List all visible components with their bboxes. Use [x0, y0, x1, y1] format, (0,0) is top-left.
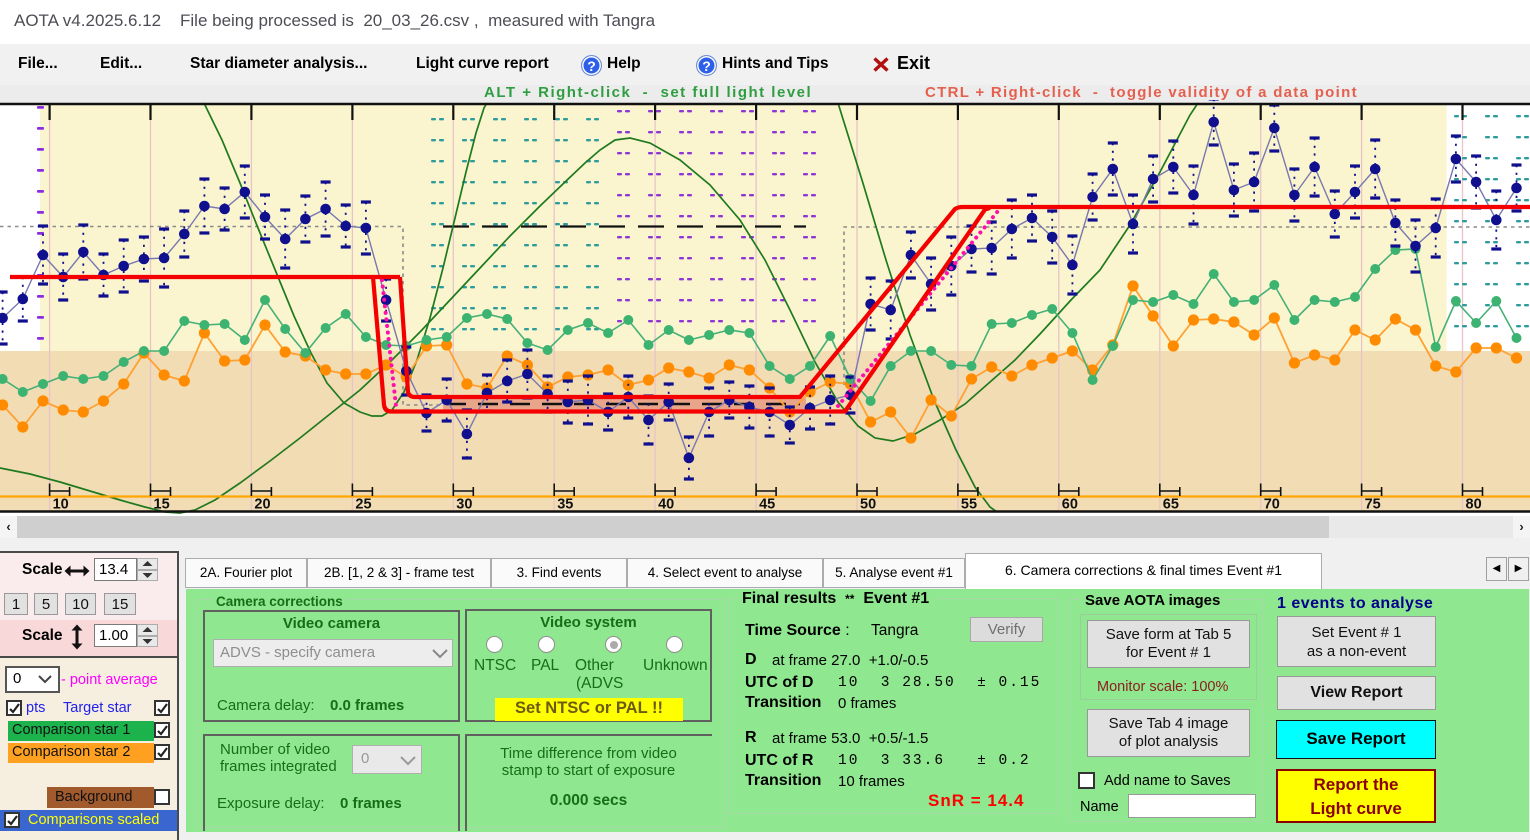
svg-text:30: 30 — [456, 497, 472, 513]
svg-text:80: 80 — [1466, 497, 1482, 513]
svg-text:65: 65 — [1163, 497, 1179, 513]
svg-text:35: 35 — [557, 497, 573, 513]
svg-text:15: 15 — [154, 497, 170, 513]
svg-text:55: 55 — [961, 497, 977, 513]
svg-text:70: 70 — [1264, 497, 1280, 513]
svg-text:60: 60 — [1062, 497, 1078, 513]
svg-text:50: 50 — [860, 497, 876, 513]
svg-text:75: 75 — [1365, 497, 1381, 513]
svg-text:25: 25 — [355, 497, 371, 513]
svg-text:10: 10 — [53, 497, 69, 513]
svg-text:20: 20 — [254, 497, 270, 513]
svg-text:40: 40 — [658, 497, 674, 513]
svg-text:45: 45 — [759, 497, 775, 513]
